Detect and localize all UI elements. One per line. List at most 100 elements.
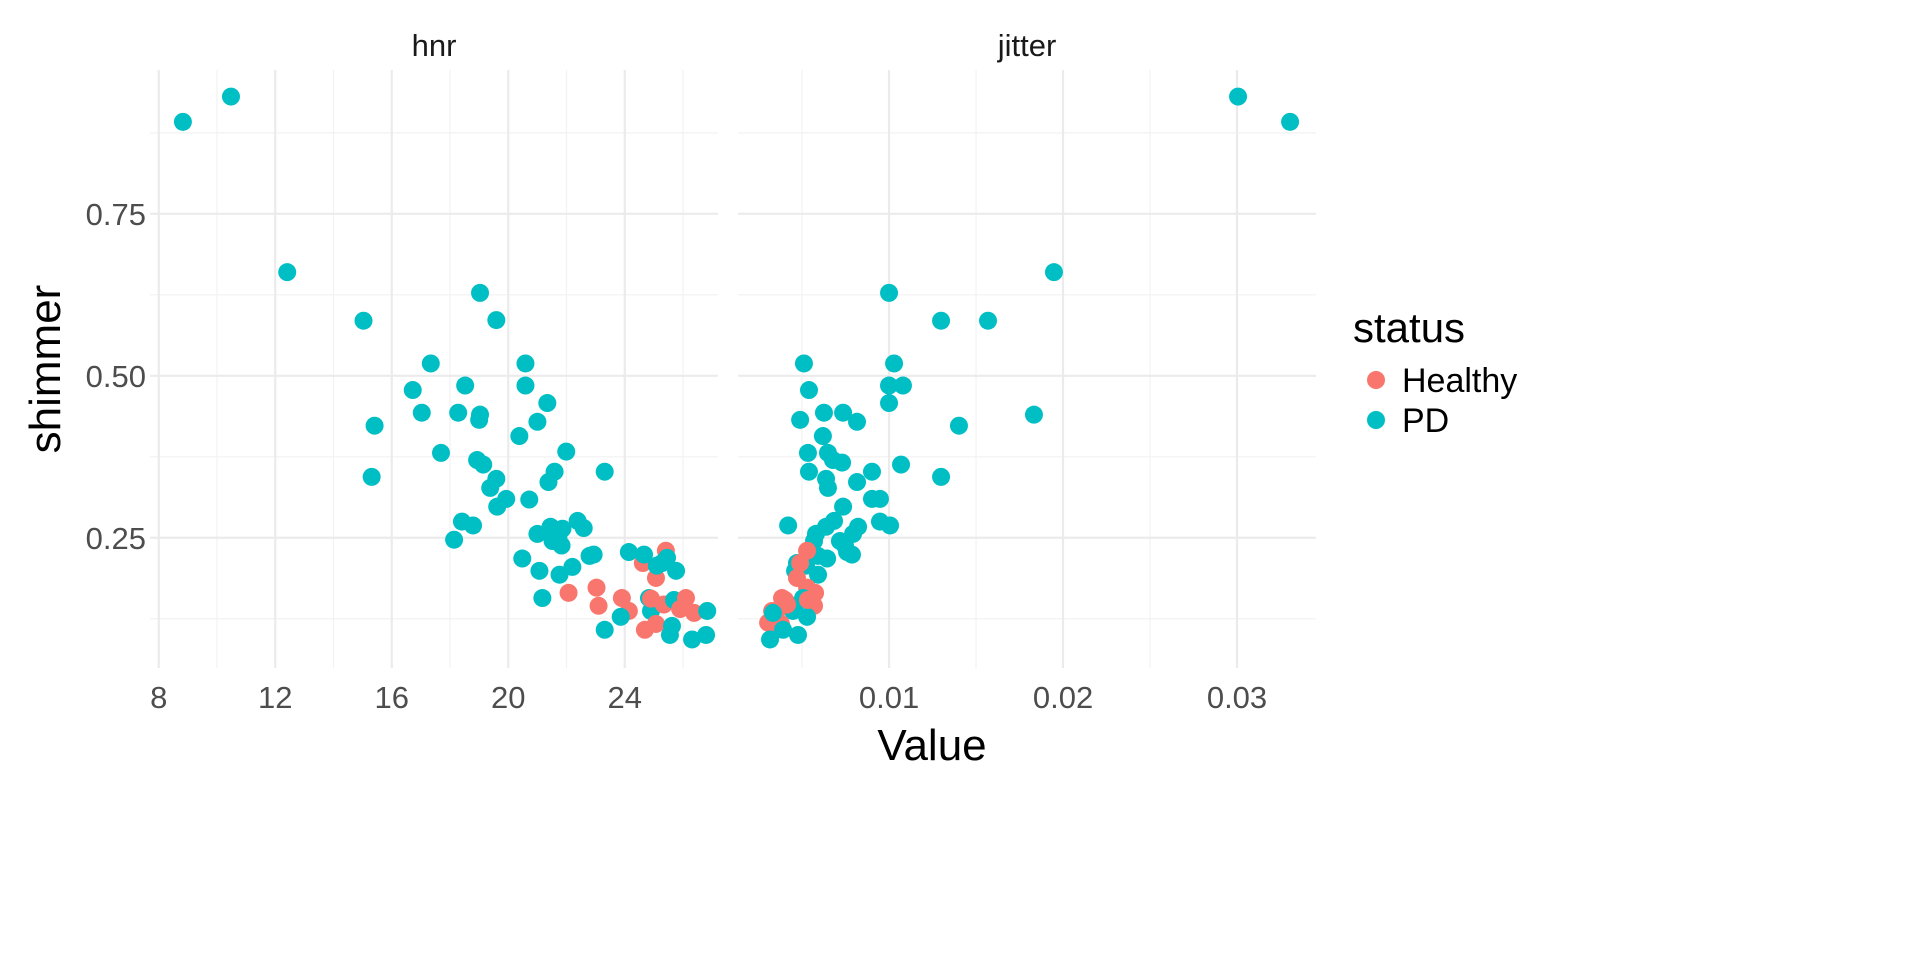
data-point-pd bbox=[658, 548, 677, 567]
data-point-pd bbox=[553, 519, 572, 538]
data-point-healthy bbox=[587, 578, 606, 597]
data-point-pd bbox=[595, 620, 614, 639]
data-point-pd bbox=[848, 473, 867, 492]
data-point-pd bbox=[799, 381, 818, 400]
data-point-pd bbox=[563, 557, 582, 576]
data-point-pd bbox=[487, 469, 506, 488]
data-point-pd bbox=[838, 543, 857, 562]
data-point-pd bbox=[528, 412, 547, 431]
data-point-pd bbox=[471, 283, 490, 302]
data-point-pd bbox=[1044, 263, 1063, 282]
data-point-pd bbox=[510, 427, 529, 446]
y-axis-title: shimmer bbox=[21, 285, 70, 454]
data-point-pd bbox=[862, 489, 881, 508]
legend: status Healthy PD bbox=[1353, 304, 1517, 440]
legend-label-healthy: Healthy bbox=[1402, 362, 1517, 400]
data-point-pd bbox=[412, 403, 431, 422]
x-tick-label: 8 bbox=[150, 680, 167, 715]
data-point-pd bbox=[834, 403, 853, 422]
data-point-pd bbox=[814, 403, 833, 422]
data-point-pd bbox=[761, 630, 780, 649]
data-point-pd bbox=[487, 311, 506, 330]
data-point-pd bbox=[791, 410, 810, 429]
data-point-pd bbox=[470, 410, 489, 429]
data-point-pd bbox=[278, 263, 297, 282]
data-point-healthy bbox=[798, 590, 817, 609]
data-point-pd bbox=[697, 625, 716, 644]
x-tick-label: 0.03 bbox=[1207, 680, 1267, 715]
data-point-pd bbox=[779, 516, 798, 535]
data-point-pd bbox=[513, 549, 532, 568]
data-point-pd bbox=[557, 442, 576, 461]
data-point-healthy bbox=[791, 554, 810, 573]
data-point-healthy bbox=[676, 589, 695, 608]
data-point-pd bbox=[798, 443, 817, 462]
x-tick-label: 12 bbox=[258, 680, 292, 715]
data-point-pd bbox=[949, 416, 968, 435]
x-tick-label: 24 bbox=[608, 680, 642, 715]
data-point-pd bbox=[520, 490, 539, 509]
y-tick-label: 0.75 bbox=[86, 197, 146, 232]
data-point-pd bbox=[698, 601, 717, 620]
data-point-pd bbox=[445, 530, 464, 549]
x-tick-label: 20 bbox=[491, 680, 525, 715]
data-point-pd bbox=[818, 478, 837, 497]
data-point-pd bbox=[932, 311, 951, 330]
data-point-pd bbox=[539, 473, 558, 492]
data-point-healthy bbox=[559, 583, 578, 602]
data-point-pd bbox=[449, 403, 468, 422]
data-point-pd bbox=[552, 536, 571, 555]
data-point-pd bbox=[574, 519, 593, 538]
legend-key-healthy bbox=[1367, 371, 1385, 389]
data-point-pd bbox=[813, 427, 832, 446]
data-point-pd bbox=[892, 455, 911, 474]
data-point-pd bbox=[173, 112, 192, 131]
data-point-pd bbox=[833, 453, 852, 472]
data-point-pd bbox=[474, 455, 493, 474]
x-tick-label: 0.01 bbox=[859, 680, 919, 715]
x-axis-title: Value bbox=[877, 721, 986, 770]
data-point-pd bbox=[862, 462, 881, 481]
data-point-pd bbox=[979, 311, 998, 330]
data-point-pd bbox=[893, 376, 912, 395]
facet-strip-label: hnr bbox=[412, 28, 457, 63]
data-point-pd bbox=[763, 603, 782, 622]
x-tick-label: 16 bbox=[375, 680, 409, 715]
data-point-pd bbox=[834, 497, 853, 516]
legend-key-pd bbox=[1367, 411, 1385, 429]
data-point-pd bbox=[870, 512, 889, 531]
data-point-pd bbox=[354, 311, 373, 330]
data-point-pd bbox=[421, 354, 440, 373]
data-point-pd bbox=[403, 381, 422, 400]
data-point-pd bbox=[667, 561, 686, 580]
data-point-pd bbox=[488, 497, 507, 516]
data-point-pd bbox=[885, 354, 904, 373]
data-point-pd bbox=[362, 467, 381, 486]
data-point-pd bbox=[431, 443, 450, 462]
data-point-pd bbox=[880, 376, 899, 395]
data-point-pd bbox=[932, 467, 951, 486]
data-point-pd bbox=[584, 545, 603, 564]
data-point-pd bbox=[799, 462, 818, 481]
data-point-pd bbox=[516, 376, 535, 395]
data-point-pd bbox=[538, 394, 557, 413]
facet-strip-label: jitter bbox=[997, 28, 1057, 63]
data-point-pd bbox=[221, 87, 240, 106]
data-point-pd bbox=[365, 416, 384, 435]
data-point-pd bbox=[880, 283, 899, 302]
data-point-pd bbox=[798, 607, 817, 626]
data-point-pd bbox=[533, 589, 552, 608]
data-point-pd bbox=[774, 620, 793, 639]
data-point-pd bbox=[611, 607, 630, 626]
data-point-pd bbox=[530, 561, 549, 580]
data-point-pd bbox=[794, 354, 813, 373]
legend-title: status bbox=[1353, 304, 1465, 351]
data-point-pd bbox=[516, 354, 535, 373]
y-tick-label: 0.25 bbox=[86, 521, 146, 556]
data-point-healthy bbox=[635, 620, 654, 639]
y-tick-label: 0.50 bbox=[86, 359, 146, 394]
data-point-pd bbox=[1229, 87, 1248, 106]
data-point-pd bbox=[848, 412, 867, 431]
legend-label-pd: PD bbox=[1402, 402, 1449, 440]
